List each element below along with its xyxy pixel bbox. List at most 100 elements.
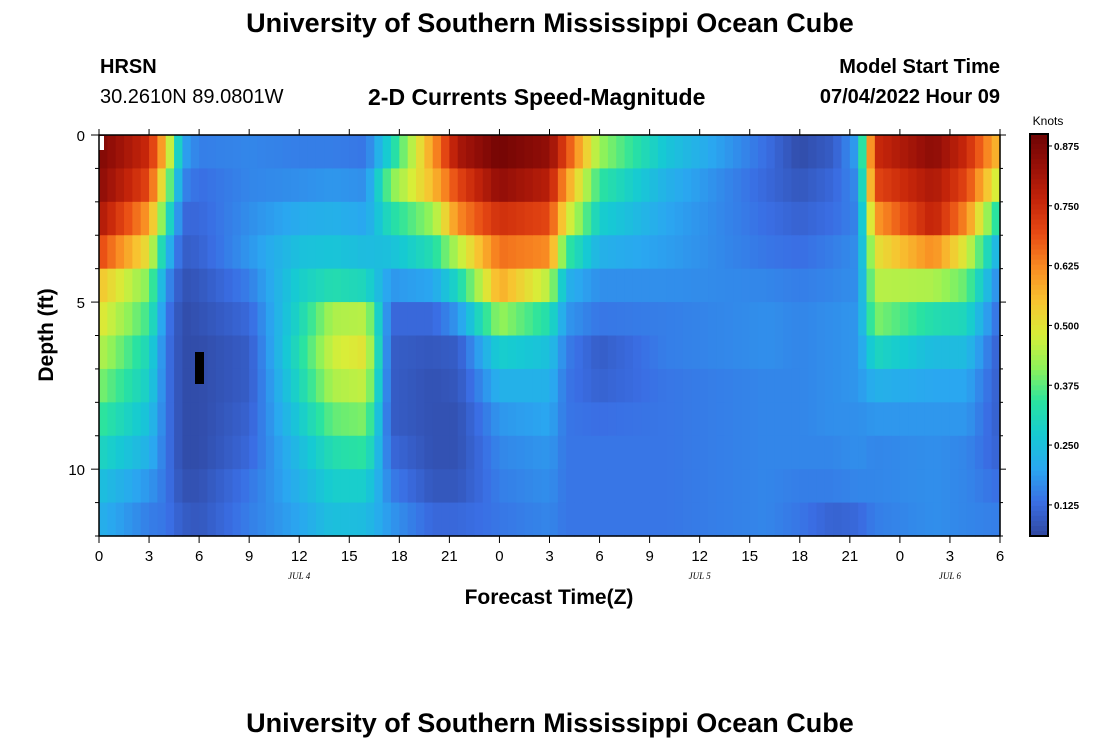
heatmap-cell — [307, 268, 317, 303]
heatmap-cell — [799, 335, 809, 370]
heatmap-cell — [499, 502, 509, 537]
heatmap-cell — [708, 335, 717, 370]
heatmap-cell — [691, 168, 701, 203]
heatmap-cell — [257, 268, 267, 303]
heatmap-cell — [174, 268, 184, 303]
heatmap-cell — [157, 302, 167, 337]
heatmap-cell — [224, 135, 234, 170]
heatmap-cell — [299, 135, 309, 170]
heatmap-cell — [457, 201, 467, 236]
heatmap-cell — [532, 235, 542, 270]
heatmap-cell — [315, 135, 325, 170]
heatmap-cell — [933, 201, 943, 236]
heatmap-cell — [632, 302, 642, 337]
heatmap-cell — [758, 368, 767, 403]
heatmap-cell — [916, 368, 926, 403]
heatmap-cell — [107, 335, 117, 370]
heatmap-cell — [257, 402, 267, 437]
heatmap-cell — [899, 201, 909, 236]
heatmap-cell — [616, 335, 626, 370]
heatmap-cell — [290, 268, 300, 303]
heatmap-cell — [791, 235, 801, 270]
heatmap-cell — [416, 235, 425, 270]
heatmap-cell — [491, 201, 501, 236]
colorbar-swatch — [1030, 274, 1048, 281]
heatmap-cell — [708, 402, 717, 437]
heatmap-cell — [808, 402, 818, 437]
heatmap-cell — [674, 502, 684, 537]
heatmap-cell — [140, 168, 150, 203]
heatmap-cell — [607, 201, 617, 236]
heatmap-cell — [441, 302, 450, 337]
heatmap-cell — [449, 168, 459, 203]
heatmap-cell — [482, 168, 492, 203]
heatmap-cell — [107, 201, 117, 236]
heatmap-cell — [357, 335, 367, 370]
heatmap-cell — [365, 335, 375, 370]
heatmap-cell — [324, 201, 334, 236]
heatmap-cell — [349, 402, 359, 437]
heatmap-cell — [566, 335, 576, 370]
heatmap-cell — [691, 235, 701, 270]
colorbar-swatch — [1030, 395, 1048, 401]
colorbar-swatch — [1030, 515, 1048, 522]
heatmap-cell — [924, 235, 934, 270]
heatmap-cell — [616, 368, 626, 403]
heatmap-cell — [908, 168, 918, 203]
heatmap-cell — [140, 335, 150, 370]
heatmap-cell — [282, 168, 292, 203]
heatmap-cell — [424, 168, 434, 203]
heatmap-cell — [365, 201, 375, 236]
heatmap-cell — [432, 469, 442, 504]
heatmap-cell — [649, 168, 659, 203]
heatmap-cell — [891, 235, 901, 270]
heatmap-cell — [324, 268, 334, 303]
heatmap-cell — [783, 235, 793, 270]
colorbar-swatch — [1030, 259, 1048, 266]
heatmap-cell — [566, 235, 576, 270]
heatmap-cell — [474, 302, 484, 337]
heatmap-cell — [733, 235, 742, 270]
heatmap-cell — [799, 135, 809, 170]
heatmap-cell — [974, 335, 984, 370]
heatmap-cell — [332, 268, 342, 303]
heatmap-cell — [607, 235, 617, 270]
heatmap-cell — [340, 368, 350, 403]
heatmap-cell — [516, 235, 526, 270]
heatmap-cell — [783, 402, 793, 437]
heatmap-cell — [307, 469, 317, 504]
heatmap-cell — [424, 402, 434, 437]
heatmap-cell — [274, 235, 284, 270]
heatmap-cell — [374, 235, 384, 270]
heatmap-cell — [290, 335, 300, 370]
heatmap-cell — [799, 435, 809, 470]
colorbar-swatch — [1030, 204, 1048, 210]
heatmap-cell — [824, 235, 834, 270]
heatmap-cell — [265, 368, 275, 403]
heatmap-cell — [741, 469, 751, 504]
heatmap-cell — [891, 201, 901, 236]
heatmap-cell — [199, 168, 209, 203]
heatmap-cell — [265, 402, 275, 437]
heatmap-cell — [290, 502, 300, 537]
heatmap-cell — [933, 168, 943, 203]
heatmap-cell — [783, 268, 793, 303]
heatmap-cell — [841, 268, 851, 303]
heatmap-cell — [491, 302, 501, 337]
heatmap-cell — [774, 469, 784, 504]
heatmap-cell — [332, 235, 342, 270]
heatmap-cell — [582, 201, 592, 236]
heatmap-cell — [374, 201, 384, 236]
x-tick-label: 9 — [645, 548, 653, 565]
heatmap-cell — [182, 502, 192, 537]
heatmap-cell — [749, 235, 759, 270]
heatmap-cell — [933, 502, 943, 537]
heatmap-cell — [766, 335, 776, 370]
heatmap-cell — [265, 469, 275, 504]
heatmap-cell — [908, 469, 918, 504]
heatmap-cell — [307, 502, 317, 537]
heatmap-cell — [374, 402, 384, 437]
heatmap-cell — [232, 135, 242, 170]
heatmap-cell — [791, 368, 801, 403]
heatmap-cell — [532, 268, 542, 303]
